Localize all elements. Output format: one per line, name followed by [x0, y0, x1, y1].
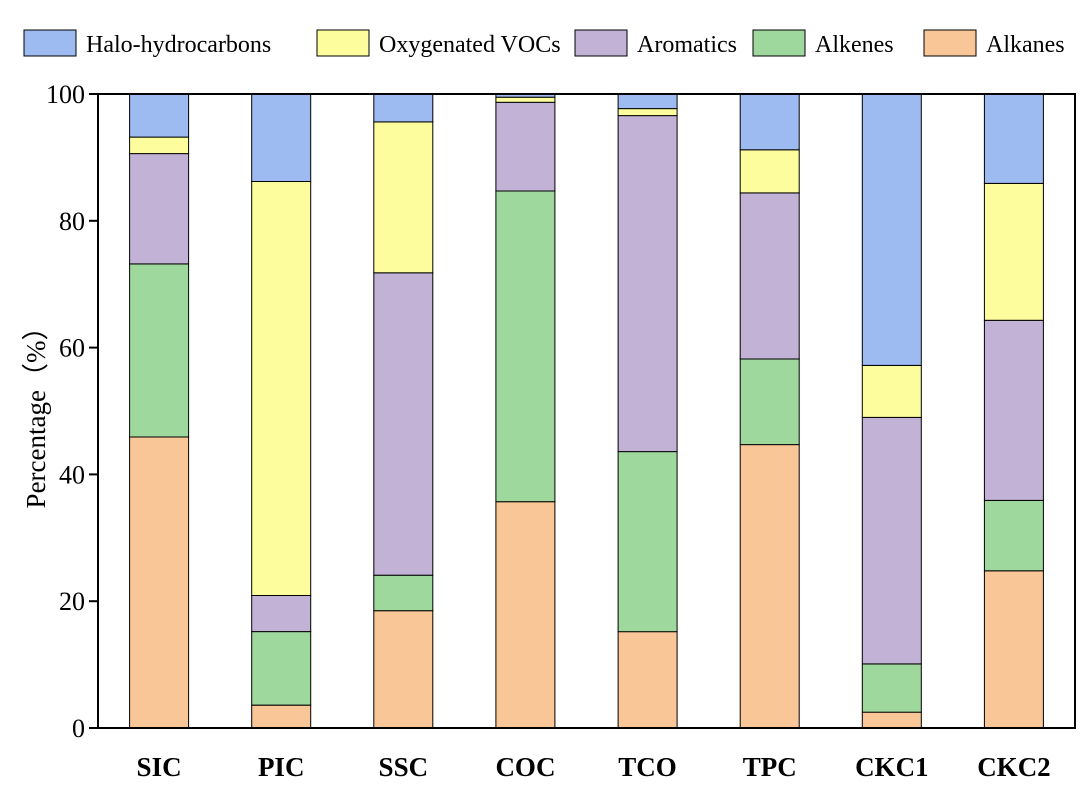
x-category-label: TCO — [618, 752, 677, 782]
bar-sic-halo-hydrocarbons — [129, 93, 190, 138]
bar-ssc-aromatics — [373, 272, 434, 576]
bar-ssc-alkanes — [373, 610, 434, 729]
bar-ckc1-halo-hydrocarbons — [861, 93, 922, 366]
y-axis: 0 20 40 60 80 100 — [46, 80, 98, 743]
bar-sic-alkanes — [129, 436, 190, 729]
x-category-label: SIC — [137, 752, 182, 782]
bars — [129, 93, 1044, 729]
bar-pic-alkenes — [251, 631, 312, 706]
bar-tco-alkanes — [617, 631, 678, 729]
y-tick-label: 40 — [59, 460, 85, 489]
x-category-label: SSC — [379, 752, 429, 782]
bar-ckc2-halo-hydrocarbons — [983, 93, 1044, 184]
bar-coc-alkanes — [495, 501, 556, 729]
bar-tpc-halo-hydrocarbons — [739, 93, 800, 151]
bar-ckc2-oxygenated-vocs — [983, 182, 1044, 321]
bar-tpc-oxygenated-vocs — [739, 149, 800, 194]
y-tick-label: 100 — [46, 80, 85, 109]
x-category-label: CKC2 — [977, 752, 1051, 782]
bar-ckc1-oxygenated-vocs — [861, 364, 922, 418]
bar-sic-aromatics — [129, 153, 190, 265]
bar-tco-oxygenated-vocs — [617, 108, 678, 117]
bar-sic-oxygenated-vocs — [129, 136, 190, 155]
x-category-label: PIC — [258, 752, 305, 782]
legend-swatch — [752, 29, 806, 57]
bar-ckc2-alkenes — [983, 499, 1044, 572]
bar-sic-alkenes — [129, 263, 190, 438]
legend-swatch — [923, 29, 977, 57]
x-category-label: COC — [495, 752, 555, 782]
bar-pic-alkanes — [251, 704, 312, 729]
x-axis: SIC PIC SSC COC TCO TPC CKC1 CKC2 — [137, 752, 1051, 782]
bar-tpc-alkenes — [739, 358, 800, 446]
bar-coc-aromatics — [495, 101, 556, 192]
plot-frame — [97, 93, 1076, 729]
bar-coc-oxygenated-vocs — [495, 96, 556, 103]
bar-coc-alkenes — [495, 190, 556, 503]
bar-ssc-oxygenated-vocs — [373, 121, 434, 274]
bar-tco-alkenes — [617, 451, 678, 633]
bar-tco-halo-hydrocarbons — [617, 93, 678, 110]
bar-ssc-halo-hydrocarbons — [373, 93, 434, 123]
x-category-label: CKC1 — [855, 752, 929, 782]
legend-label: Aromatics — [637, 32, 737, 58]
legend: Halo-hydrocarbons Oxygenated VOCs Aromatic… — [23, 29, 1065, 58]
bar-pic-oxygenated-vocs — [251, 181, 312, 596]
bar-ckc1-alkenes — [861, 663, 922, 713]
legend-label: Alkanes — [986, 32, 1065, 58]
bar-ckc2-aromatics — [983, 319, 1044, 501]
y-axis-label: Percentage（%） — [21, 314, 51, 509]
bar-pic-halo-hydrocarbons — [251, 93, 312, 182]
y-tick-label: 80 — [59, 207, 85, 236]
legend-label: Alkenes — [815, 32, 894, 58]
bar-tpc-aromatics — [739, 192, 800, 360]
legend-label: Oxygenated VOCs — [379, 32, 561, 58]
y-tick-label: 20 — [59, 587, 85, 616]
legend-swatch — [23, 29, 77, 57]
legend-swatch — [574, 29, 628, 57]
legend-label: Halo-hydrocarbons — [86, 32, 271, 58]
bar-ckc2-alkanes — [983, 570, 1044, 729]
bar-tco-aromatics — [617, 115, 678, 453]
y-tick-label: 60 — [59, 334, 85, 363]
legend-swatch — [316, 29, 370, 57]
bar-pic-aromatics — [251, 595, 312, 633]
y-tick-label: 0 — [72, 714, 85, 743]
x-category-label: TPC — [743, 752, 797, 782]
bar-ssc-alkenes — [373, 574, 434, 612]
bar-ckc1-alkanes — [861, 711, 922, 729]
bar-tpc-alkanes — [739, 444, 800, 729]
bar-ckc1-aromatics — [861, 416, 922, 665]
